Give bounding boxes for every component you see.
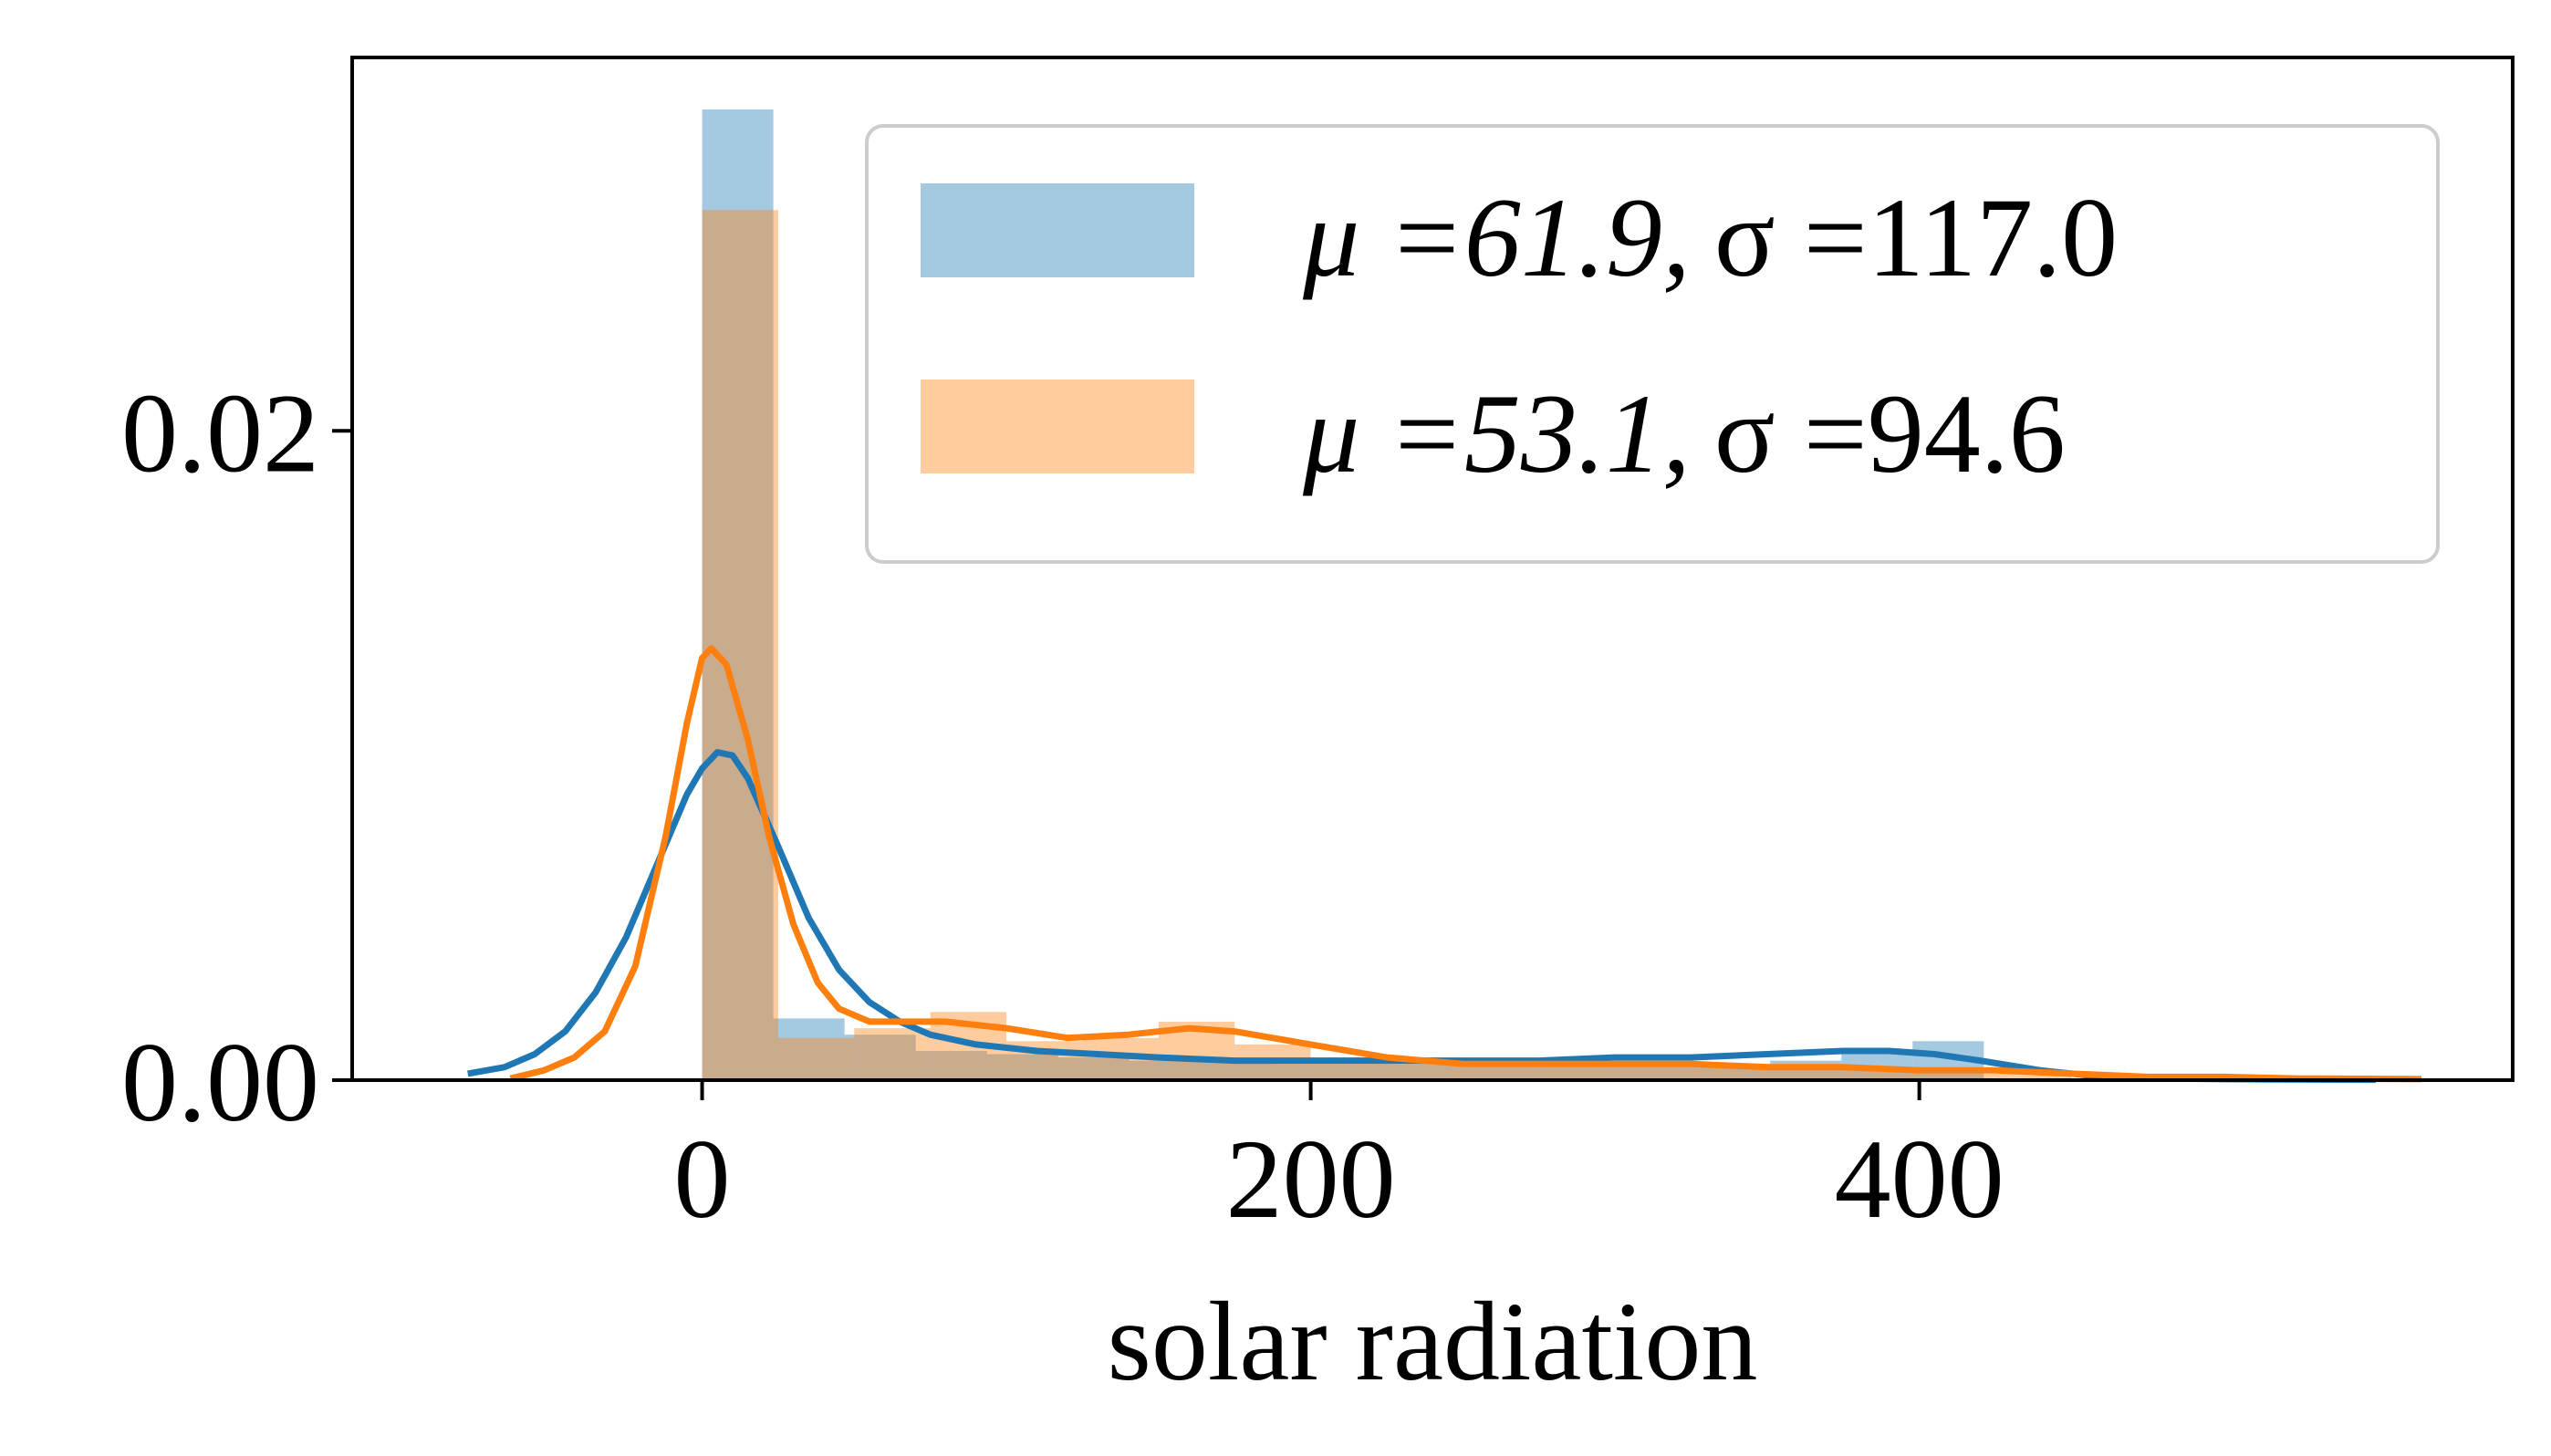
plot-area [467, 109, 2421, 1084]
histogram-bar-2-1 [702, 210, 778, 1080]
legend-sigma-series-1: σ =117.0 [1714, 175, 2118, 300]
legend-box [865, 124, 2440, 564]
histogram-bar-1-3 [844, 1035, 916, 1080]
legend: μ =61.9, σ =117.0 μ =53.1, σ =94.6 [865, 124, 2440, 564]
legend-sigma-series-2: σ =94.6 [1714, 371, 2066, 496]
histogram-bar-2-9 [1310, 1060, 1387, 1080]
legend-swatch-series-1 [921, 183, 1194, 277]
histogram-bar-2-13 [1615, 1066, 1692, 1080]
histogram-bar-1-4 [915, 1050, 987, 1080]
histogram-bar-2-12 [1538, 1064, 1616, 1080]
x-tick-label: 200 [1226, 1117, 1396, 1242]
histogram-bar-2-15 [1766, 1070, 1844, 1080]
y-tick-label: 0.02 [121, 370, 319, 495]
legend-mu-series-1: μ =61.9, [1302, 175, 1691, 300]
legend-label-series-2: μ =53.1, σ =94.6 [1302, 371, 2066, 496]
legend-label-series-1: μ =61.9, σ =117.0 [1302, 175, 2118, 300]
histogram-bar-2-3 [854, 1028, 931, 1080]
histogram-bar-2-10 [1386, 1064, 1463, 1080]
axes-frame [350, 56, 2515, 1082]
kde-line-series-1 [467, 749, 2376, 1084]
legend-swatch-series-2 [921, 380, 1194, 473]
histogram-series-2 [702, 210, 2072, 1080]
kde-line-series-2 [509, 645, 2421, 1083]
histogram-bar-2-11 [1463, 1066, 1539, 1080]
histogram-bar-1-5 [986, 1054, 1058, 1080]
x-tick-label: 0 [674, 1117, 731, 1242]
legend-mu-series-2: μ =53.1, [1302, 371, 1691, 496]
x-axis-title: solar radiation [1108, 1279, 1758, 1404]
histogram-series-1 [702, 109, 1984, 1080]
histogram-bar-1-10 [1342, 1064, 1414, 1080]
y-tick-label: 0.00 [121, 1020, 319, 1145]
histogram-bar-2-17 [1919, 1073, 1996, 1080]
histogram-bar-1-12 [1485, 1064, 1557, 1080]
histogram-bar-2-18 [1995, 1073, 2072, 1080]
histogram-bar-1-11 [1413, 1064, 1486, 1080]
histogram-bar-1-14 [1628, 1064, 1700, 1080]
x-tick-label: 400 [1835, 1117, 2004, 1242]
axis-ticks: 0 200 400 0.00 0.02 [121, 370, 2004, 1242]
histogram-bar-1-2 [773, 1018, 845, 1080]
histogram-bar-1-8 [1200, 1060, 1272, 1080]
histogram-bar-1-7 [1129, 1060, 1201, 1080]
histogram-bar-2-14 [1691, 1066, 1767, 1080]
histogram-bar-1-9 [1271, 1064, 1343, 1080]
histogram-bar-1-6 [1057, 1057, 1130, 1080]
histogram-bar-1-13 [1557, 1064, 1629, 1080]
histogram-bar-2-2 [777, 1037, 855, 1080]
histogram-bar-1-1 [702, 109, 774, 1080]
histogram-bar-2-16 [1843, 1070, 1920, 1080]
